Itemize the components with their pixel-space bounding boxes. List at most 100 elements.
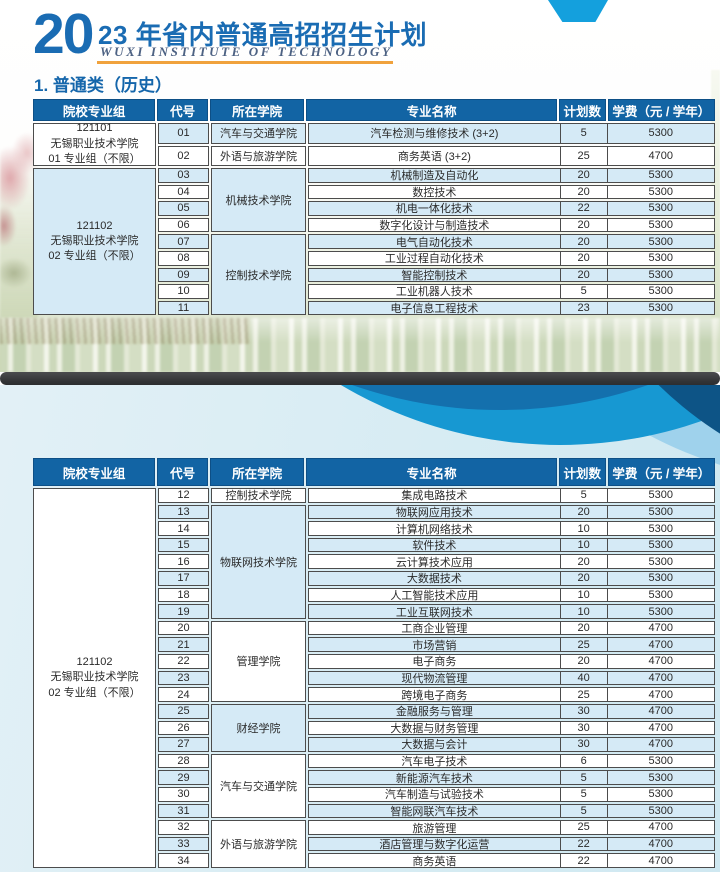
column-header: 专业名称 [306,458,557,486]
cell-code: 21 [158,637,209,653]
cell-plan: 20 [559,572,607,585]
table-row: 数控技术 20 5300 [308,184,715,200]
table-row: 现代物流管理 40 4700 [308,670,715,686]
cell-fee: 5300 [606,251,714,265]
table-row: 软件技术 10 5300 [308,537,715,553]
table-row: 商务英语 22 4700 [308,853,715,869]
cell-major: 金融服务与管理 [395,706,473,719]
campus-photo-water [0,318,720,372]
cell-major: 数字化设计与制造技术 [379,220,490,233]
cell-plan: 25 [559,821,607,834]
cell-code: 23 [158,670,209,686]
cell-plan: 10 [559,605,607,618]
cell-code: 14 [158,521,209,536]
cell-major: 物联网应用技术 [395,506,473,519]
cell-major: 旅游管理 [412,822,457,835]
cell-fee: 5300 [606,505,714,519]
campus-photo-right-edge [711,70,720,372]
table-row: 机械制造及自动化 20 5300 [308,168,715,183]
cell-major: 电气自动化技术 [395,236,473,249]
cell-plan: 30 [559,738,607,751]
table-row: 工业互联网技术 10 5300 [308,604,715,619]
admission-table-1: 院校专业组 代号 所在学院 专业名称 计划数 学费（元 / 学年） 121101 无锡职业技术… [33,99,715,317]
cell-major: 大数据与财务管理 [390,722,479,735]
group-line: 无锡职业技术学院 [50,671,139,684]
cell-fee: 5300 [606,605,714,618]
table-row: 酒店管理与数字化运营 22 4700 [308,836,715,852]
column-header: 所在学院 [209,458,305,486]
table-row: 工商企业管理 20 4700 [308,620,715,636]
cell-fee: 5300 [606,555,714,569]
table-row: 商务英语 (3+2) 25 4700 [308,145,715,166]
cell-college: 机械技术学院 [211,168,306,233]
table-header-row: 院校专业组 代号 所在学院 专业名称 计划数 学费（元 / 学年） [33,99,715,121]
cell-code: 19 [158,604,209,619]
column-header: 专业名称 [306,99,557,121]
cell-plan: 22 [559,202,607,215]
cell-fee: 5300 [606,771,714,784]
group-line: 121101 [76,122,113,135]
cell-plan: 20 [559,251,607,265]
cell-plan: 5 [559,489,607,502]
table-body: 121102 无锡职业技术学院 02 专业组（不限） 12 13 14 15 16 17 18 19… [33,488,715,870]
cell-fee: 5300 [606,522,714,535]
cell-fee: 5300 [606,218,714,232]
table-row: 工业过程自动化技术 20 5300 [308,250,715,266]
group-line: 121102 [76,655,113,668]
cell-code: 01 [158,123,209,144]
cell-code: 07 [158,234,209,249]
table-row: 数字化设计与制造技术 20 5300 [308,217,715,233]
cell-code: 27 [158,737,209,752]
cell-major: 汽车电子技术 [401,756,468,769]
college-column: 控制技术学院 物联网技术学院 管理学院 财经学院 汽车与交通学院 外语与旅游学院 [211,488,306,870]
cell-major: 人工智能技术应用 [390,589,479,602]
cell-plan: 10 [559,522,607,535]
cell-major: 工业互联网技术 [395,606,473,619]
cell-code: 02 [158,145,209,166]
cell-code: 05 [158,201,209,216]
cell-major: 新能源汽车技术 [395,772,473,785]
cell-major: 工业机器人技术 [395,286,473,299]
cell-code: 33 [158,836,209,852]
cell-college: 外语与旅游学院 [211,820,306,869]
group-column: 121102 无锡职业技术学院 02 专业组（不限） [33,488,156,870]
cell-fee: 5300 [606,285,714,298]
cell-plan: 20 [559,268,607,282]
cell-code: 06 [158,217,209,233]
cell-fee: 5300 [606,588,714,602]
page-edge-divider [0,372,720,385]
table-row: 计算机网络技术 10 5300 [308,521,715,536]
cell-fee: 5300 [606,804,714,818]
cell-plan: 20 [559,505,607,519]
cell-group: 121101 无锡职业技术学院 01 专业组（不限） [33,122,156,166]
column-header: 所在学院 [209,99,305,121]
code-column: 12 13 14 15 16 17 18 19 20 21 22 23 24 25 26 27 28 29 30 31… [158,488,209,870]
cell-fee: 5300 [606,572,714,585]
table-row: 大数据与会计 30 4700 [308,737,715,752]
table-row: 大数据与财务管理 30 4700 [308,720,715,736]
cell-code: 20 [158,620,209,636]
cell-fee: 5300 [606,202,714,215]
cell-major: 智能控制技术 [401,269,468,282]
table-row: 汽车检测与维修技术 (3+2) 5 5300 [308,123,715,144]
cell-group: 121102 无锡职业技术学院 02 专业组（不限） [33,168,156,316]
cell-fee: 4700 [606,671,714,685]
cell-plan: 5 [559,771,607,784]
cell-plan: 20 [559,169,607,182]
table-row: 新能源汽车技术 5 5300 [308,770,715,785]
cell-major: 集成电路技术 [401,490,468,503]
column-header: 院校专业组 [33,458,156,486]
cell-code: 15 [158,537,209,553]
cell-major: 电子信息工程技术 [390,303,479,316]
table-body: 121101 无锡职业技术学院 01 专业组（不限） 121102 无锡职业技术学院 02… [33,122,715,317]
column-header: 计划数 [558,99,606,121]
major-column: 汽车检测与维修技术 (3+2) 5 5300 商务英语 (3+2) 25 4700 机械制造… [308,123,715,317]
page-1: 20 23 年省内普通高招招生计划 WUXI INSTITUTE OF TECH… [0,0,720,372]
cell-fee: 5300 [606,489,714,502]
table-row: 云计算技术应用 20 5300 [308,554,715,570]
cell-college: 物联网技术学院 [211,504,306,619]
cell-major: 数控技术 [412,186,457,199]
cell-major: 大数据与会计 [401,739,468,752]
cell-fee: 5300 [606,538,714,552]
cell-fee: 4700 [606,704,714,718]
